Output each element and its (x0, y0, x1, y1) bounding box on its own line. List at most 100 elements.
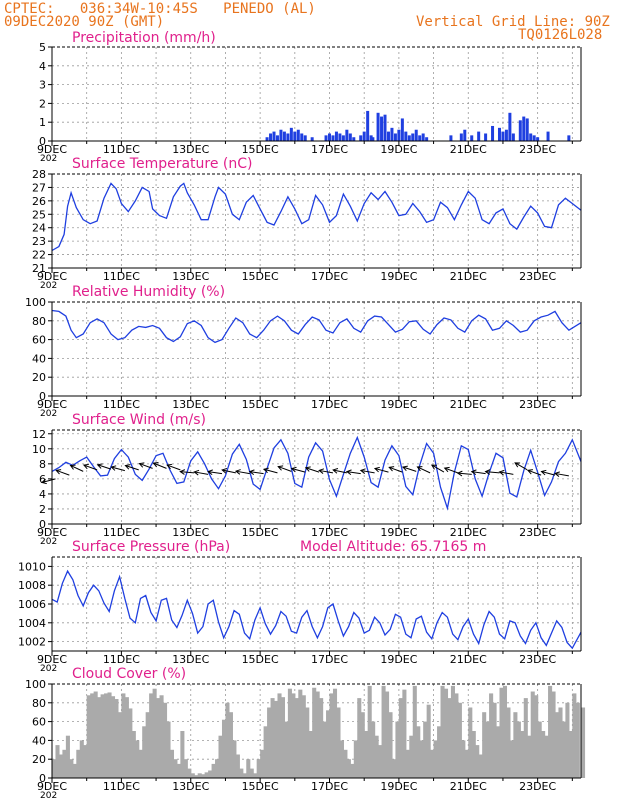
y-tick-label: 80 (32, 697, 46, 710)
y-tick-label: 23 (32, 235, 46, 248)
cloud-bar (395, 721, 400, 778)
cloud-bar (135, 740, 140, 778)
x-year-fragment: 202 (40, 537, 57, 547)
precip-bar (380, 116, 384, 141)
y-tick-label: 2 (39, 503, 46, 516)
cloud-bar (156, 698, 161, 778)
cloud-bar (138, 749, 143, 778)
cloud-bar (225, 702, 230, 778)
precip-bar (352, 137, 356, 141)
cloud-bar (398, 698, 403, 778)
panel-title: Surface Pressure (hPa) (72, 539, 230, 555)
precip-bar (383, 114, 387, 141)
panel-title: Surface Temperature (nC) (72, 156, 253, 172)
wind-arrow (346, 471, 361, 475)
cloud-bar (124, 697, 129, 778)
precip-bar (525, 118, 529, 141)
cloud-bar (274, 700, 279, 778)
cloud-bar (65, 735, 70, 778)
cloud-bar (457, 702, 462, 778)
panel-title: Cloud Cover (%) (72, 666, 186, 682)
cloud-bar (232, 740, 237, 778)
x-tick-label: 11DEC (103, 780, 140, 793)
precip-bar (491, 125, 495, 141)
cloud-bar (294, 698, 299, 778)
precip-bar (546, 131, 550, 141)
cloud-bar (464, 749, 469, 778)
wind-arrow-head (138, 462, 145, 468)
series-line (51, 309, 582, 344)
wind-arrow (499, 471, 514, 475)
x-year-fragment: 202 (40, 409, 57, 419)
x-tick-label: 13DEC (172, 143, 209, 156)
wind-arrow (360, 469, 375, 474)
y-tick-label: 27 (32, 181, 46, 194)
x-tick-label: 19DEC (380, 653, 417, 666)
cloud-bar (388, 712, 393, 778)
wind-arrow-head (554, 471, 560, 477)
x-tick-label: 17DEC (311, 270, 348, 283)
y-tick-label: 26 (32, 195, 46, 208)
precip-bar (404, 131, 408, 141)
wind-arrow (527, 469, 542, 476)
cloud-bar (239, 768, 244, 778)
cloud-bar (336, 707, 341, 778)
wind-arrow (83, 464, 98, 471)
cloud-bar (454, 693, 459, 778)
x-tick-label: 9DEC (37, 653, 67, 666)
wind-arrow-head (359, 468, 366, 474)
cloud-bar (537, 721, 542, 778)
x-tick-label: 19DEC (380, 780, 417, 793)
x-tick-label: 21DEC (450, 653, 487, 666)
precip-bar (275, 135, 279, 141)
cloud-bar (176, 763, 181, 778)
cloud-bar (367, 685, 372, 778)
wind-arrow-head (401, 465, 408, 472)
cloud-bar (260, 749, 265, 778)
y-tick-label: 60 (32, 334, 46, 347)
wind-arrow-head (124, 464, 131, 470)
x-tick-label: 9DEC (37, 526, 67, 539)
cloud-bar (575, 702, 580, 778)
x-tick-label: 9DEC (37, 270, 67, 283)
precip-bar (362, 131, 366, 141)
cloud-bar (308, 731, 313, 778)
x-tick-label: 23DEC (519, 526, 556, 539)
cloud-bar (402, 689, 407, 778)
cloud-bar (72, 763, 77, 778)
cloud-bar (391, 759, 397, 778)
cloud-bar (211, 763, 216, 778)
cloud-bar (385, 691, 390, 778)
x-tick-label: 15DEC (242, 653, 279, 666)
precip-bar (328, 133, 332, 141)
y-tick-label: 60 (32, 716, 46, 729)
precip-bar (511, 133, 515, 141)
wind-arrow-head (69, 464, 76, 470)
x-tick-label: 17DEC (311, 398, 348, 411)
cloud-bar (496, 726, 501, 778)
wind-arrow-head (82, 463, 89, 470)
wind-arrow (222, 469, 236, 474)
cloud-bar (280, 697, 286, 778)
cloud-bar (461, 740, 466, 778)
y-tick-label: 1004 (18, 617, 46, 630)
y-tick-label: 20 (32, 371, 46, 384)
cloud-bar (447, 698, 452, 778)
y-tick-label: 0 (39, 772, 46, 785)
wind-arrow-head (540, 469, 547, 476)
wind-arrow-head (443, 466, 450, 473)
precip-bar (421, 133, 425, 141)
cloud-bar (93, 691, 98, 778)
y-tick-label: 0 (39, 390, 46, 403)
wind-arrow (56, 469, 70, 476)
wind-arrow-head (416, 466, 423, 472)
cloud-bar (107, 692, 112, 778)
wind-arrow-head (430, 464, 437, 470)
x-tick-label: 9DEC (37, 143, 67, 156)
precip-bar (484, 133, 488, 141)
wind-arrow-head (388, 466, 395, 472)
x-tick-label: 15DEC (242, 780, 279, 793)
wind-arrow-head (498, 469, 505, 476)
precip-bar (522, 116, 526, 141)
